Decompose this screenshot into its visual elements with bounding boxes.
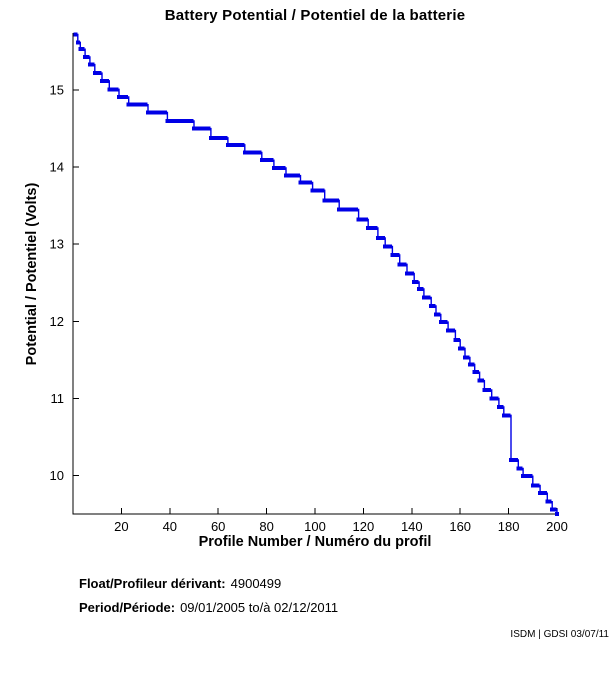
x-tick-label: 100 — [304, 519, 326, 534]
x-tick-label: 120 — [353, 519, 375, 534]
y-tick-label: 13 — [50, 237, 64, 252]
x-tick-label: 60 — [211, 519, 225, 534]
x-tick-label: 140 — [401, 519, 423, 534]
battery-potential-plot: 10 11 12 13 14 15 20 40 60 80 100 120 140 160 180 200 — [50, 32, 568, 534]
float-id-line: Float/Profileur dérivant: 4900499 — [79, 576, 281, 591]
x-tick-label: 180 — [498, 519, 520, 534]
y-tick-label: 14 — [50, 160, 64, 175]
x-axis-label: Profile Number / Numéro du profil — [198, 534, 432, 550]
float-id-label: Float/Profileur dérivant: — [79, 576, 226, 591]
float-id-value: 4900499 — [230, 576, 282, 591]
period-line: Period/Période: 09/01/2005 to/à 02/12/201… — [79, 600, 338, 615]
data-line — [75, 33, 558, 514]
y-tick-label: 11 — [51, 391, 65, 406]
y-tick-label: 15 — [50, 83, 64, 98]
period-label: Period/Période: — [79, 600, 176, 615]
x-tick-label: 160 — [449, 519, 471, 534]
data-markers — [73, 32, 560, 516]
x-tick-label: 20 — [114, 519, 128, 534]
axis-lines — [72, 33, 557, 515]
x-tick-label: 40 — [163, 519, 177, 534]
agency-credit: ISDM | GDSI 03/07/11 — [510, 629, 609, 640]
y-tick-label: 10 — [50, 468, 64, 483]
x-tick-label: 80 — [259, 519, 273, 534]
y-tick-label: 12 — [50, 314, 64, 329]
y-axis-label: Potential / Potentiel (Volts) — [24, 182, 40, 366]
x-tick-label: 200 — [546, 519, 568, 534]
period-value: 09/01/2005 to/à 02/12/2011 — [180, 600, 339, 615]
chart-title: Battery Potential / Potentiel de la batt… — [164, 7, 466, 24]
